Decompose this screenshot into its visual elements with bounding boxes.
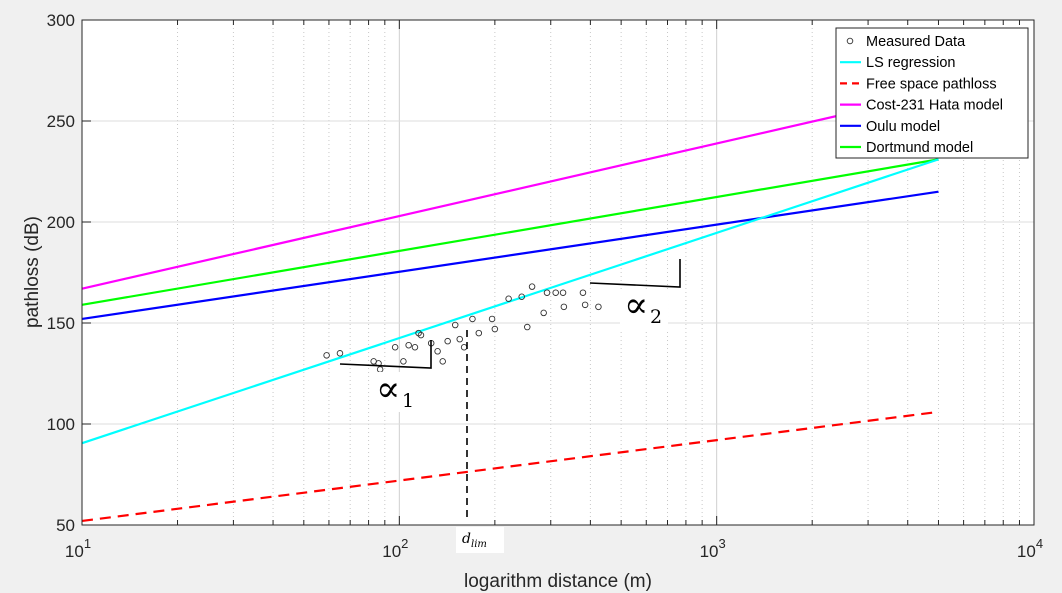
measured-point <box>524 323 531 331</box>
legend-free-space-pathloss: Free space pathloss <box>866 76 997 92</box>
measured-point <box>475 329 483 337</box>
legend-ls-regression: LS regression <box>866 55 955 71</box>
dortmund-model-line <box>81 158 939 306</box>
measured-point <box>559 289 567 296</box>
measured-point <box>552 289 559 296</box>
alpha2-backdrop <box>620 290 668 330</box>
x-axis-label: logarithm distance (m) <box>464 571 652 592</box>
measured-point <box>540 309 547 317</box>
measured-point <box>439 358 446 365</box>
measured-point <box>336 350 344 357</box>
alpha1-label: ∝ <box>376 369 400 410</box>
slope-marker-2 <box>589 259 681 288</box>
legend-measured-data: Measured Data <box>866 34 966 50</box>
y-tick-label: 50 <box>56 516 75 535</box>
measured-point <box>595 303 602 311</box>
measured-point <box>400 358 407 365</box>
measured-point <box>488 315 496 323</box>
measured-point <box>543 289 551 296</box>
dlim-backdrop <box>456 527 504 553</box>
annotations: ∝ 1∝ 2d lim <box>339 259 681 553</box>
oulu-model-line <box>81 190 939 321</box>
measured-point <box>505 295 512 303</box>
dlim-subscript: lim <box>471 539 487 550</box>
legend-marker <box>846 37 854 45</box>
cost231-hata-line <box>81 91 939 290</box>
measured-point <box>411 343 419 351</box>
measured-point <box>560 303 568 311</box>
y-tick-label: 300 <box>47 11 75 30</box>
measured-point <box>405 341 412 349</box>
legend-dortmund-model: Dortmund model <box>866 140 973 156</box>
alpha1-subscript: 1 <box>402 390 414 412</box>
measured-point <box>434 348 441 355</box>
legend-oulu-model: Oulu model <box>866 119 940 135</box>
slope-marker-1 <box>339 340 432 369</box>
y-tick-label: 100 <box>47 415 75 434</box>
measured-point <box>456 335 463 343</box>
y-tick-label: 150 <box>47 314 75 333</box>
measured-point <box>469 315 476 323</box>
measured-point <box>518 293 525 300</box>
y-axis-label: pathloss (dB) <box>22 216 43 328</box>
measured-point <box>451 321 459 329</box>
y-tick-label: 200 <box>47 213 75 232</box>
measured-point <box>444 337 451 345</box>
series-layer <box>81 91 939 523</box>
alpha1-backdrop <box>372 372 420 412</box>
measured-point <box>579 289 587 296</box>
dlim-label: d <box>462 531 471 547</box>
legend-box <box>835 27 1029 159</box>
alpha2-label: ∝ <box>624 285 648 326</box>
alpha2-subscript: 2 <box>650 306 662 328</box>
measured-point <box>391 343 399 351</box>
legend: Measured Data LS regression Free space pat… <box>835 27 1029 159</box>
measured-point <box>417 331 425 339</box>
measured-point <box>491 325 499 333</box>
plot-frame <box>81 19 1035 526</box>
measured-point <box>581 301 589 309</box>
measured-point <box>323 352 330 359</box>
y-tick-label: 250 <box>47 112 75 131</box>
measured-point <box>528 283 536 290</box>
legend-cost231-hata: Cost-231 Hata model <box>866 98 1003 114</box>
